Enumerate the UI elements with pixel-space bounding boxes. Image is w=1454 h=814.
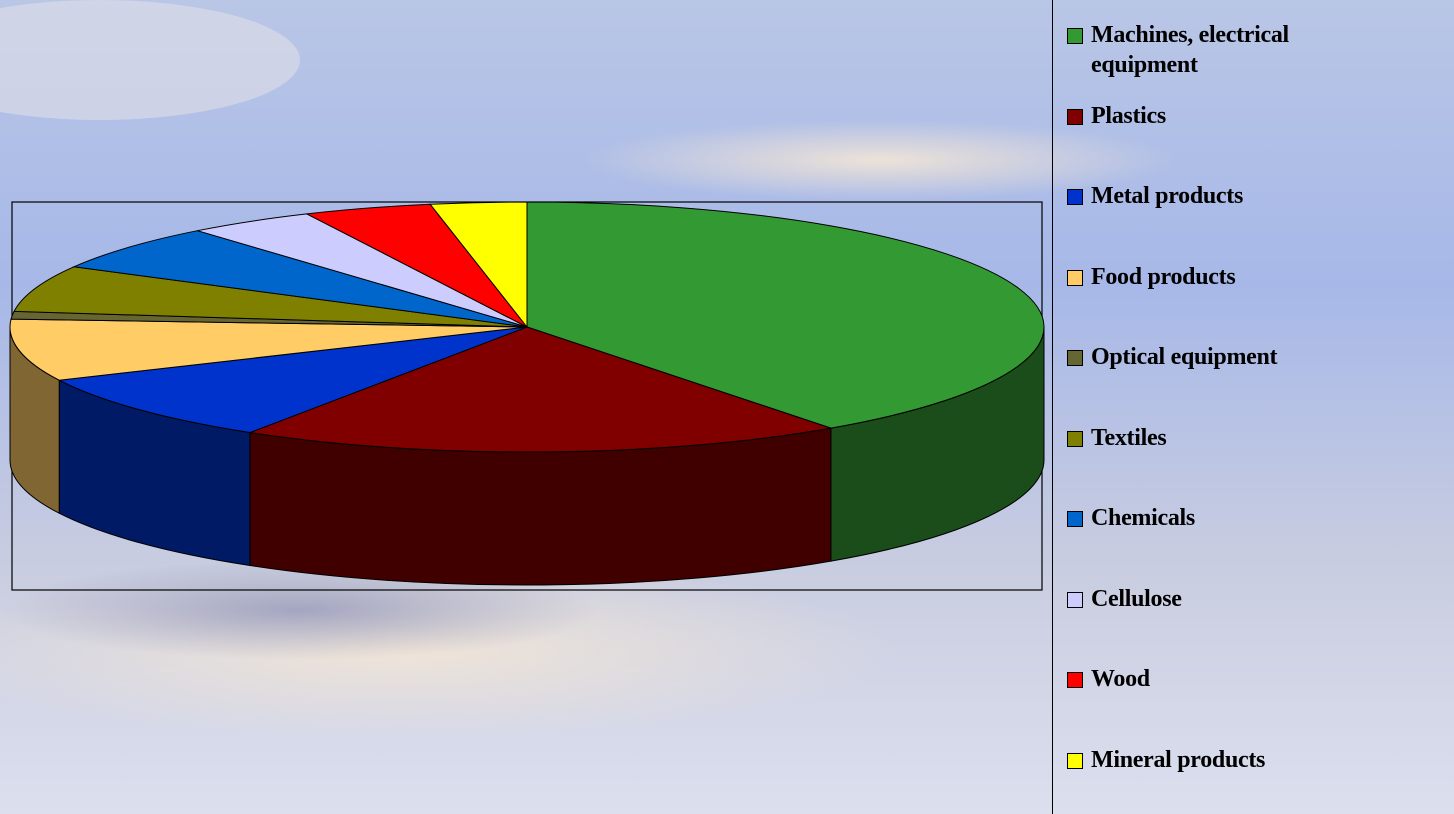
legend: Machines, electrical equipment Plastics Me… (1052, 0, 1454, 814)
legend-label: Food products (1091, 263, 1236, 290)
legend-item: Metal products (1065, 181, 1454, 211)
legend-swatch (1067, 28, 1083, 44)
pie (9, 201, 1045, 586)
legend-swatch (1067, 752, 1083, 769)
legend-label: Mineral products (1091, 746, 1266, 773)
legend-swatch (1067, 269, 1083, 286)
legend-swatch (1067, 189, 1083, 205)
pie-slice (526, 201, 1045, 429)
pie-slice (57, 326, 528, 434)
legend-swatch (1067, 511, 1083, 527)
legend-swatch (1067, 672, 1083, 688)
pie-slice (13, 266, 528, 328)
legend-item: Plastics (1065, 101, 1454, 131)
legend-item: Food products (1065, 262, 1454, 292)
legend-label: Machines, electrical equipment (1091, 22, 1289, 78)
legend-label: Textiles (1091, 424, 1167, 451)
legend-swatch (1067, 591, 1083, 608)
legend-label: Cellulose (1091, 585, 1182, 612)
pie-slice (9, 318, 528, 381)
legend-item: Machines, electrical equipment (1065, 20, 1391, 80)
legend-label: Chemicals (1091, 505, 1195, 531)
legend-label: Plastics (1091, 102, 1166, 129)
legend-swatch (1067, 350, 1083, 366)
legend-swatch (1067, 430, 1083, 447)
legend-label: Wood (1091, 666, 1150, 692)
pie-slice (429, 201, 528, 329)
legend-label: Optical equipment (1091, 344, 1278, 370)
cloud (0, 0, 300, 120)
legend-label: Metal products (1091, 183, 1244, 209)
legend-item: Chemicals (1065, 503, 1454, 533)
pie-slice (72, 230, 528, 328)
pie-slice (248, 326, 832, 453)
legend-item: Mineral products (1065, 745, 1454, 775)
cloud (0, 560, 600, 660)
legend-item: Textiles (1065, 423, 1454, 453)
legend-item: Optical equipment (1065, 342, 1454, 372)
cloud (580, 120, 1180, 200)
legend-swatch (1067, 108, 1083, 125)
legend-item: Wood (1065, 664, 1454, 694)
legend-item: Cellulose (1065, 584, 1454, 614)
